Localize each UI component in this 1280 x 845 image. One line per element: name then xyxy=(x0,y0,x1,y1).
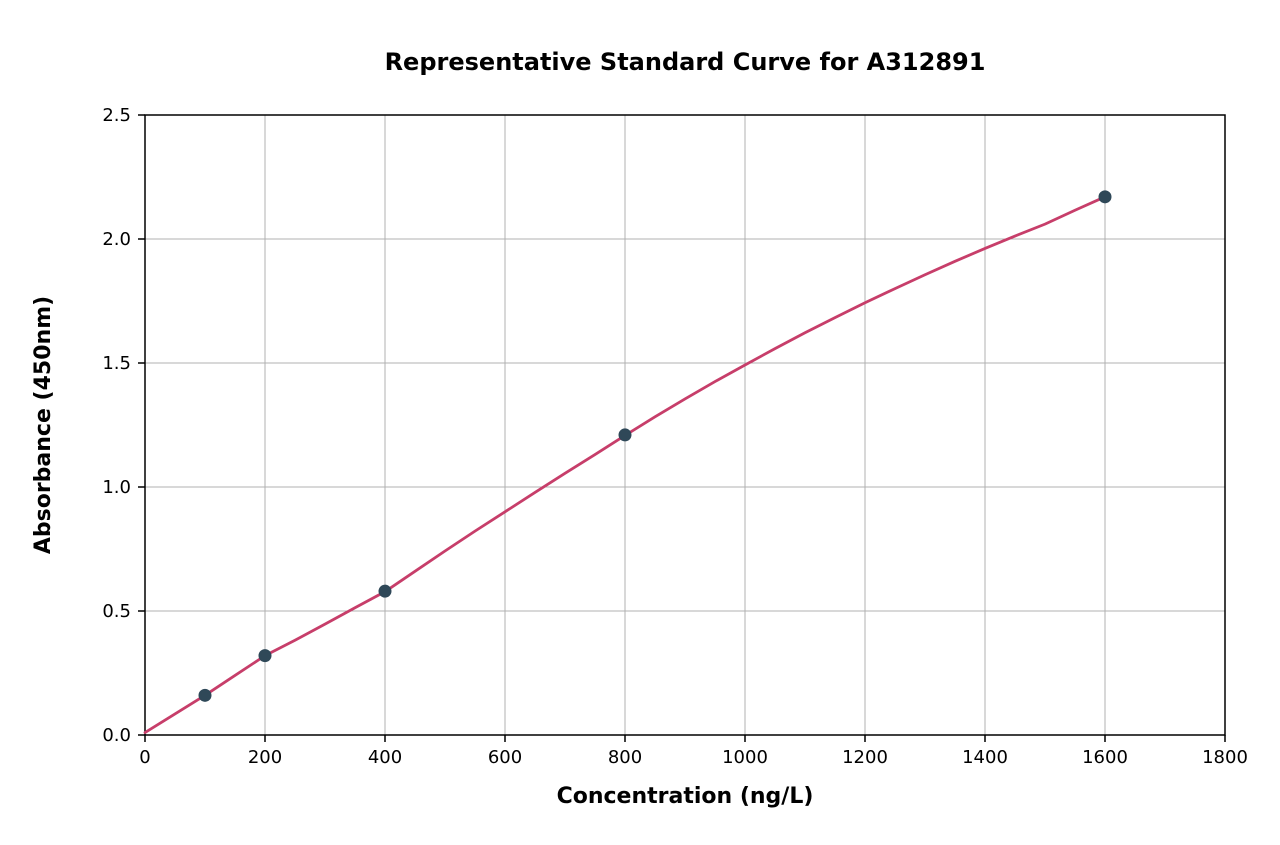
x-tick-label: 200 xyxy=(248,747,282,768)
data-point xyxy=(619,429,631,441)
plot-area xyxy=(145,115,1225,735)
data-point xyxy=(379,585,391,597)
x-tick-label: 0 xyxy=(139,747,150,768)
data-point xyxy=(1099,191,1111,203)
x-tick-label: 400 xyxy=(368,747,402,768)
x-tick-label: 600 xyxy=(488,747,522,768)
chart-title: Representative Standard Curve for A31289… xyxy=(385,48,986,76)
y-tick-label: 0.5 xyxy=(102,601,131,622)
x-tick-label: 1800 xyxy=(1202,747,1248,768)
y-tick-label: 0.0 xyxy=(102,725,131,746)
chart-container: 0 200 400 600 800 1000 1200 1400 1600 1800 0.0 0.5 1… xyxy=(0,0,1280,845)
x-tick-label: 1000 xyxy=(722,747,768,768)
x-tick-label: 1400 xyxy=(962,747,1008,768)
y-tick-label: 2.5 xyxy=(102,105,131,126)
x-tick-label: 800 xyxy=(608,747,642,768)
standard-curve-chart: 0 200 400 600 800 1000 1200 1400 1600 1800 0.0 0.5 1… xyxy=(0,0,1280,845)
x-axis-label: Concentration (ng/L) xyxy=(557,784,814,809)
y-tick-label: 2.0 xyxy=(102,229,131,250)
y-tick-label: 1.0 xyxy=(102,477,131,498)
x-tick-label: 1200 xyxy=(842,747,888,768)
data-point xyxy=(259,650,271,662)
data-point xyxy=(199,689,211,701)
y-tick-label: 1.5 xyxy=(102,353,131,374)
y-axis-label: Absorbance (450nm) xyxy=(31,296,56,554)
x-tick-label: 1600 xyxy=(1082,747,1128,768)
